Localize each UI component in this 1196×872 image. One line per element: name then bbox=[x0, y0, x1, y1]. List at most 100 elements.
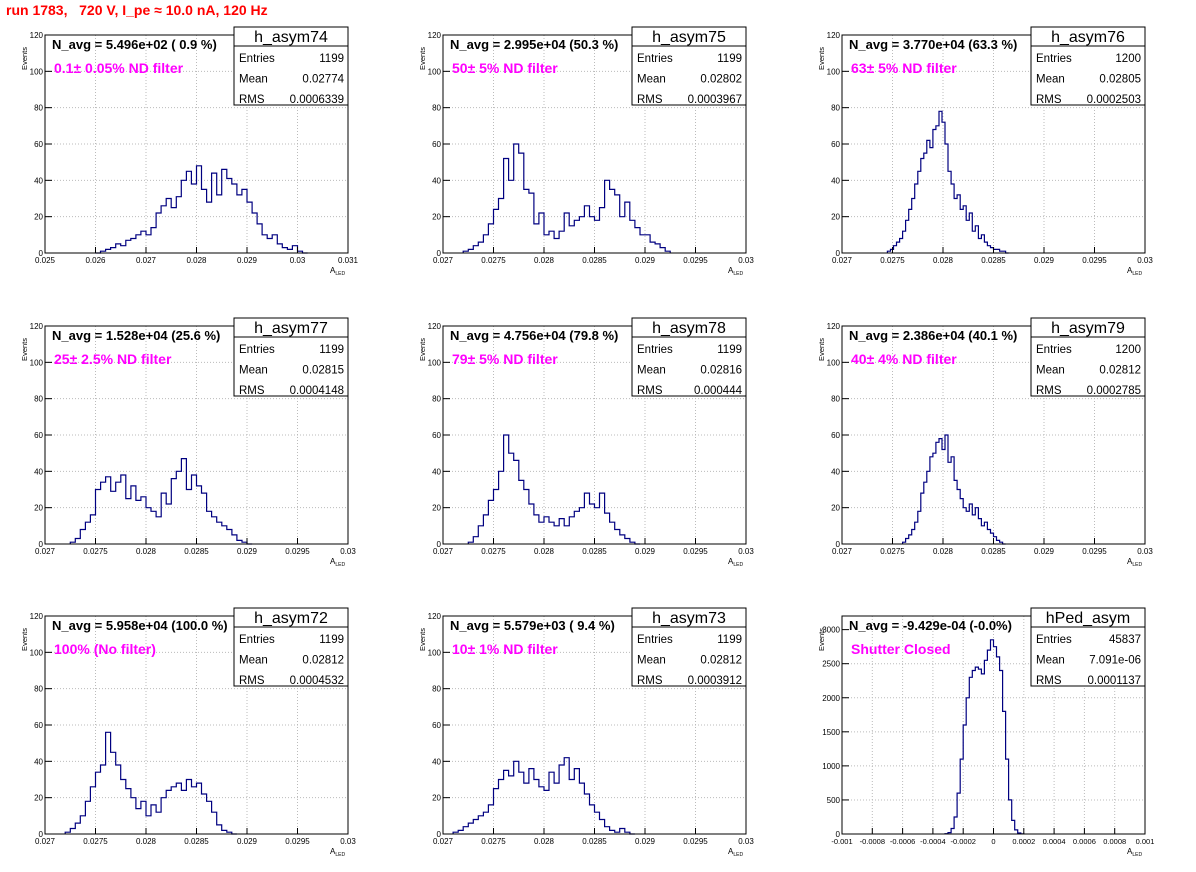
stats-value: 0.0002503 bbox=[1087, 94, 1141, 106]
stats-label: RMS bbox=[239, 675, 265, 687]
y-tick-label: 40 bbox=[34, 176, 43, 185]
y-tick-label: 60 bbox=[831, 140, 840, 149]
histogram-line bbox=[944, 639, 1025, 835]
stats-label: Mean bbox=[637, 365, 666, 377]
y-tick-label: 100 bbox=[428, 358, 442, 367]
filter-annotation: 50± 5% ND filter bbox=[452, 60, 558, 76]
stats-label: RMS bbox=[1036, 94, 1062, 106]
x-tick-label: 0.0275 bbox=[83, 547, 108, 556]
y-axis-title: Events bbox=[20, 338, 29, 361]
stats-value: 0.02816 bbox=[700, 365, 742, 377]
x-tick-label: -0.0006 bbox=[890, 837, 915, 846]
y-tick-label: 40 bbox=[432, 757, 441, 766]
stats-value: 0.02812 bbox=[302, 655, 344, 667]
x-axis-title: ALED bbox=[728, 557, 743, 568]
x-tick-label: 0.03 bbox=[290, 256, 306, 265]
histogram-panel-h_asym77: 0.027 0.0275 0.028 0.0285 0.029 0.0295 0.03 0 20… bbox=[20, 317, 356, 568]
y-axis-title: Events bbox=[418, 338, 427, 361]
stats-label: Entries bbox=[637, 634, 673, 646]
x-tick-label: 0.0285 bbox=[582, 547, 607, 556]
y-tick-label: 60 bbox=[34, 140, 43, 149]
y-tick-label: 1000 bbox=[822, 762, 840, 771]
histogram-panel-h_asym79: 0.027 0.0275 0.028 0.0285 0.029 0.0295 0.03 0 20… bbox=[817, 317, 1153, 568]
stats-value: 1199 bbox=[319, 344, 344, 356]
y-tick-label: 0 bbox=[836, 540, 841, 549]
y-tick-label: 120 bbox=[30, 31, 44, 40]
x-tick-label: 0.029 bbox=[1034, 547, 1055, 556]
y-tick-label: 80 bbox=[432, 395, 441, 404]
stats-value: 45837 bbox=[1109, 634, 1141, 646]
x-tick-label: 0.027 bbox=[832, 547, 853, 556]
stats-label: Entries bbox=[1036, 53, 1072, 65]
x-tick-label: 0.0275 bbox=[481, 547, 506, 556]
stats-value: 1199 bbox=[717, 634, 742, 646]
y-tick-label: 120 bbox=[30, 322, 44, 331]
stats-box bbox=[233, 26, 349, 106]
navg-label: N_avg = 1.528e+04 (25.6 %) bbox=[52, 328, 220, 343]
y-tick-label: 60 bbox=[432, 721, 441, 730]
navg-label: N_avg = 5.958e+04 (100.0 %) bbox=[52, 618, 228, 633]
x-tick-label: 0.029 bbox=[635, 256, 656, 265]
y-tick-label: 0 bbox=[39, 249, 44, 258]
x-tick-label: 0 bbox=[991, 837, 995, 846]
y-tick-label: 120 bbox=[428, 31, 442, 40]
filter-annotation: 63± 5% ND filter bbox=[851, 60, 957, 76]
stats-value: 0.02805 bbox=[1099, 74, 1141, 86]
x-tick-label: 0.028 bbox=[534, 256, 555, 265]
y-axis-title: Events bbox=[20, 628, 29, 651]
y-tick-label: 20 bbox=[34, 213, 43, 222]
stats-label: RMS bbox=[1036, 675, 1062, 687]
x-tick-label: 0.029 bbox=[1034, 256, 1055, 265]
y-tick-label: 20 bbox=[432, 213, 441, 222]
stats-value: 1199 bbox=[717, 344, 742, 356]
y-axis-title: Events bbox=[817, 338, 826, 361]
y-tick-label: 20 bbox=[831, 213, 840, 222]
x-tick-label: 0.0295 bbox=[285, 837, 310, 846]
y-tick-label: 100 bbox=[428, 648, 442, 657]
y-tick-label: 100 bbox=[30, 67, 44, 76]
stats-value: 0.0003967 bbox=[688, 94, 742, 106]
x-axis-title: ALED bbox=[330, 847, 345, 858]
stats-label: Entries bbox=[239, 344, 275, 356]
stats-value: 0.02802 bbox=[700, 74, 742, 86]
y-tick-label: 40 bbox=[34, 757, 43, 766]
y-tick-label: 120 bbox=[428, 612, 442, 621]
y-tick-label: 60 bbox=[34, 721, 43, 730]
stats-value: 1199 bbox=[319, 53, 344, 65]
x-axis-title: ALED bbox=[728, 847, 743, 858]
y-tick-label: 100 bbox=[827, 67, 841, 76]
x-tick-label: 0.028 bbox=[933, 547, 954, 556]
x-tick-label: 0.028 bbox=[186, 256, 207, 265]
filter-annotation: 100% (No filter) bbox=[54, 641, 156, 657]
stats-value: 1199 bbox=[319, 634, 344, 646]
histogram-panel-h_asym78: 0.027 0.0275 0.028 0.0285 0.029 0.0295 0.03 0 20… bbox=[418, 317, 754, 568]
navg-label: N_avg = 5.496e+02 ( 0.9 %) bbox=[52, 37, 217, 52]
run-title: run 1783, 720 V, I_pe ≈ 10.0 nA, 120 Hz bbox=[6, 2, 268, 18]
x-tick-label: 0.0275 bbox=[880, 256, 905, 265]
y-tick-label: 40 bbox=[432, 467, 441, 476]
stats-label: Mean bbox=[637, 74, 666, 86]
x-tick-label: 0.027 bbox=[832, 256, 853, 265]
stats-value: 0.0002785 bbox=[1087, 385, 1141, 397]
x-axis-title-subscript: LED bbox=[733, 271, 743, 277]
x-tick-label: 0.0295 bbox=[683, 256, 708, 265]
y-tick-label: 500 bbox=[827, 796, 841, 805]
y-tick-label: 0 bbox=[39, 540, 44, 549]
histogram-name: h_asym79 bbox=[1051, 320, 1125, 337]
stats-label: Entries bbox=[637, 344, 673, 356]
x-tick-label: 0.0295 bbox=[1082, 256, 1107, 265]
x-tick-label: -0.0008 bbox=[860, 837, 885, 846]
histogram-panel-h_asym75: 0.027 0.0275 0.028 0.0285 0.029 0.0295 0.03 0 20… bbox=[418, 26, 754, 277]
x-tick-label: 0.029 bbox=[237, 837, 258, 846]
stats-label: Entries bbox=[1036, 344, 1072, 356]
y-tick-label: 100 bbox=[827, 358, 841, 367]
y-tick-label: 0 bbox=[39, 830, 44, 839]
y-tick-label: 0 bbox=[836, 249, 841, 258]
y-tick-label: 40 bbox=[831, 176, 840, 185]
y-axis-title: Events bbox=[418, 628, 427, 651]
stats-box bbox=[233, 317, 349, 397]
x-axis-title-subscript: LED bbox=[1132, 271, 1142, 277]
x-tick-label: 0.027 bbox=[433, 547, 454, 556]
stats-value: 0.02774 bbox=[302, 74, 344, 86]
stats-box bbox=[1030, 26, 1146, 106]
